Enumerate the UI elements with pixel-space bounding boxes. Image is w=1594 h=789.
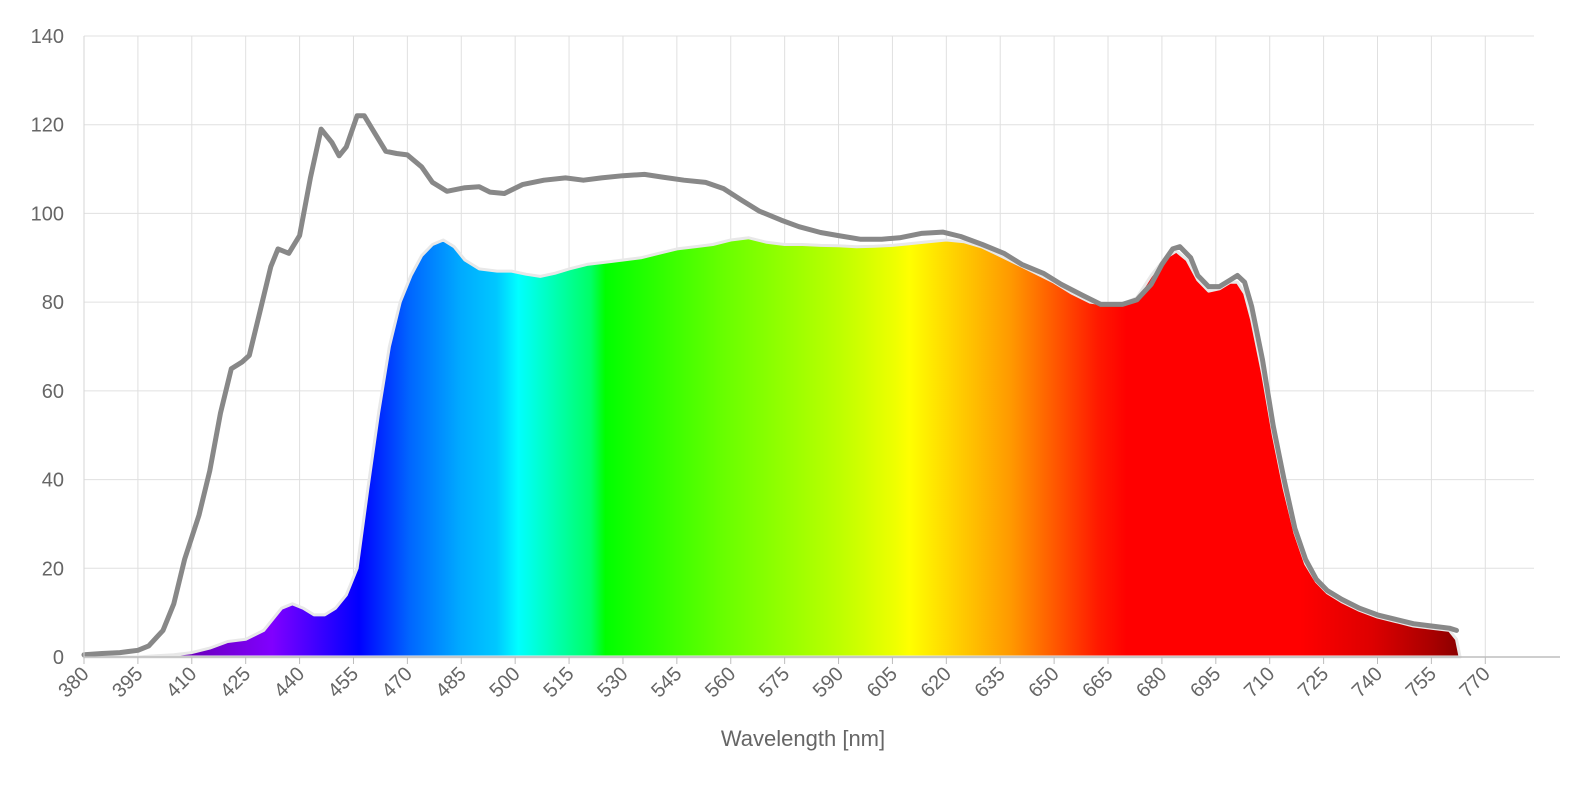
- x-tick-label: 755: [1402, 663, 1441, 702]
- x-tick-label: 575: [755, 663, 794, 702]
- x-axis-ticks: 380 395 410 425 440 455 470 485 500 515 530 545 560 5…: [54, 663, 1494, 702]
- x-tick-label: 440: [270, 663, 309, 702]
- x-tick-label: 665: [1078, 663, 1117, 702]
- y-tick-label: 80: [42, 292, 64, 314]
- x-tick-label: 605: [863, 663, 902, 702]
- x-tick-label: 650: [1025, 663, 1064, 702]
- x-tick-label: 410: [162, 663, 201, 702]
- y-tick-label: 60: [42, 381, 64, 403]
- reference-line: [81, 113, 1459, 658]
- y-tick-label: 20: [42, 558, 64, 580]
- x-tick-label: 590: [809, 663, 848, 702]
- x-tick-label: 545: [647, 663, 686, 702]
- x-tick-label: 710: [1240, 663, 1279, 702]
- x-tick-label: 485: [432, 663, 471, 702]
- x-tick-label: 425: [216, 663, 255, 702]
- x-tick-label: 635: [971, 663, 1010, 702]
- x-tick-label: 725: [1294, 663, 1333, 702]
- x-tick-label: 560: [701, 663, 740, 702]
- axes: [83, 36, 1560, 664]
- x-tick-label: 455: [324, 663, 363, 702]
- x-tick-label: 470: [378, 663, 417, 702]
- x-axis-title: Wavelength [nm]: [721, 726, 885, 751]
- x-tick-label: 500: [486, 663, 525, 702]
- x-tick-label: 395: [108, 663, 147, 702]
- x-tick-label: 515: [539, 663, 578, 702]
- reference-line-series: [81, 113, 1459, 658]
- x-tick-label: 740: [1348, 663, 1387, 702]
- x-tick-label: 620: [917, 663, 956, 702]
- x-tick-label: 680: [1132, 663, 1171, 702]
- spectrum-area: [82, 236, 1462, 659]
- x-tick-label: 530: [593, 663, 632, 702]
- y-tick-label: 40: [42, 470, 64, 492]
- x-tick-label: 770: [1456, 663, 1495, 702]
- y-tick-label: 140: [31, 26, 64, 48]
- spectrum-area-series: [82, 236, 1462, 659]
- y-tick-label: 0: [53, 647, 64, 669]
- y-tick-label: 100: [31, 203, 64, 225]
- y-axis-ticks: 0 20 40 60 80 100 120 140: [31, 26, 64, 669]
- y-tick-label: 120: [31, 115, 64, 137]
- x-tick-label: 695: [1186, 663, 1225, 702]
